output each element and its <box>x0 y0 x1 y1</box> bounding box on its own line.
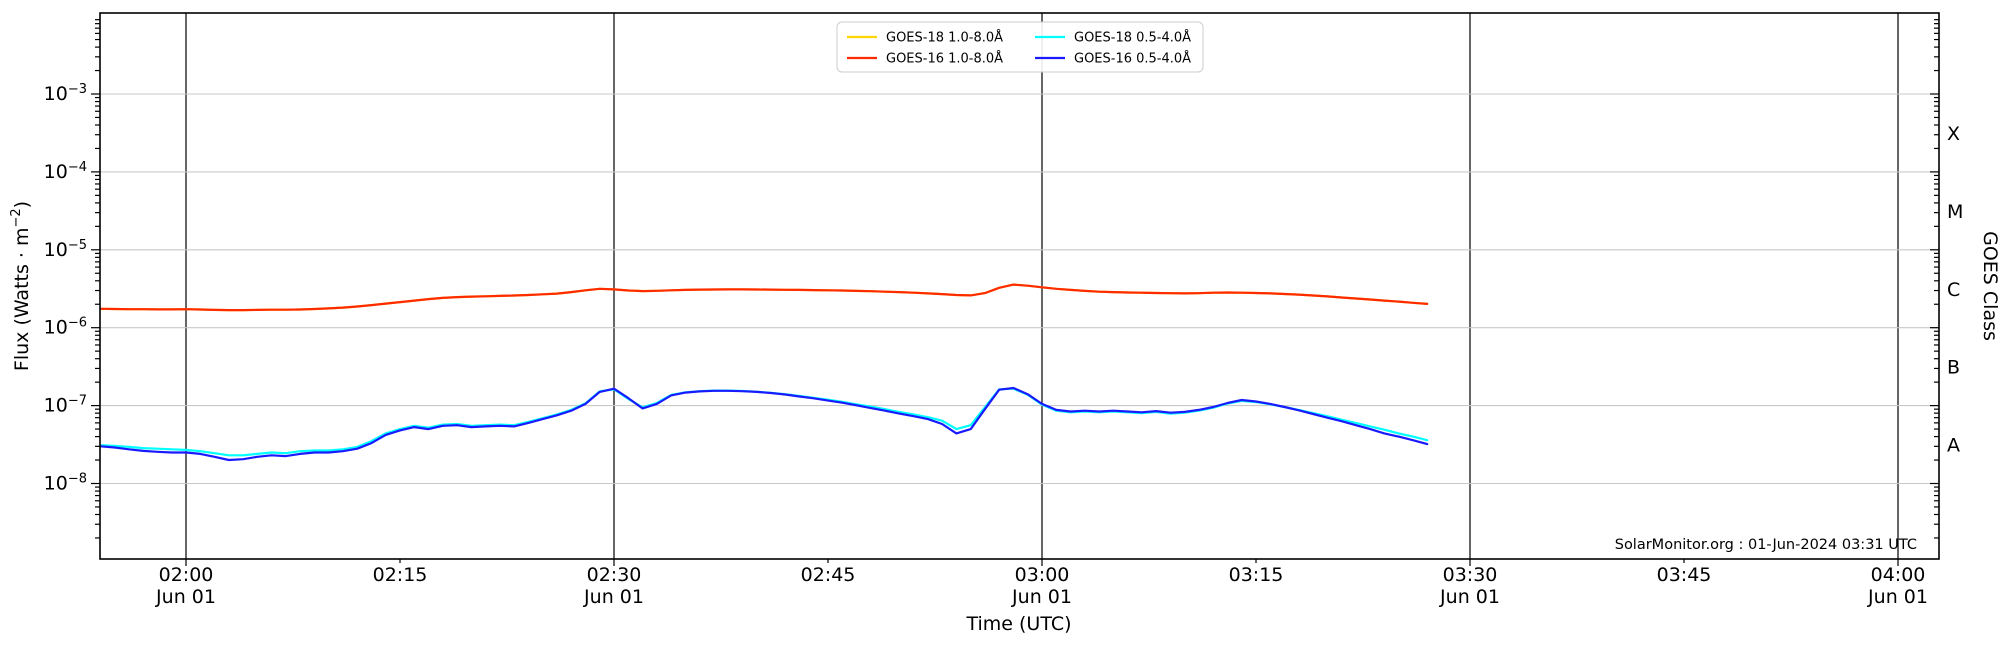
gridlines <box>100 13 1939 559</box>
goes-class-letter-X: X <box>1947 123 1960 145</box>
goes-class-letter-A: A <box>1947 435 1960 457</box>
x-tick-label: 02:00 <box>159 564 214 586</box>
x-tick-label: 02:30 <box>587 564 642 586</box>
goes-class-letter-B: B <box>1947 357 1960 379</box>
y-tick-label: 10−6 <box>44 316 87 339</box>
x-tick-sublabel: Jun 01 <box>1011 586 1072 608</box>
legend-item-label: GOES-18 1.0-8.0Å <box>886 30 1003 46</box>
y-tick-label: 10−5 <box>44 238 87 261</box>
legend-item-label: GOES-16 0.5-4.0Å <box>1074 51 1191 67</box>
series-goes-18-1-0-8-0- <box>99 283 1429 312</box>
series-goes-16-0-5-4-0- <box>99 386 1429 462</box>
x-tick-label: 02:45 <box>801 564 856 586</box>
x-tick-label: 04:00 <box>1871 564 1926 586</box>
x-tick-label: 03:15 <box>1229 564 1284 586</box>
legend-item-label: GOES-16 1.0-8.0Å <box>886 51 1003 67</box>
legend-item-label: GOES-18 0.5-4.0Å <box>1074 30 1191 46</box>
y-tick-label: 10−4 <box>44 160 87 183</box>
x-tick-sublabel: Jun 01 <box>1439 586 1500 608</box>
y-tick-label: 10−8 <box>44 472 87 495</box>
x-tick-label: 03:30 <box>1443 564 1498 586</box>
legend: GOES-18 1.0-8.0Å GOES-16 1.0-8.0Å GOES-18 … <box>836 21 1204 73</box>
series-goes-18-0-5-4-0- <box>99 387 1429 457</box>
series-goes-16-1-0-8-0- <box>99 283 1429 312</box>
x-tick-sublabel: Jun 01 <box>155 586 216 608</box>
x-tick-label: 03:00 <box>1015 564 1070 586</box>
series-lines <box>99 283 1429 462</box>
x-tick-label: 02:15 <box>373 564 428 586</box>
right-axis-label: GOES Class <box>1979 231 2000 341</box>
legend-box <box>836 21 1204 73</box>
y-tick-label: 10−3 <box>44 82 87 105</box>
x-tick-label: 03:45 <box>1657 564 1712 586</box>
x-tick-sublabel: Jun 01 <box>583 586 644 608</box>
y-axis-label: Flux (Watts · m−2) <box>9 201 33 371</box>
y-tick-label: 10−7 <box>44 394 87 417</box>
watermark-text: SolarMonitor.org : 01-Jun-2024 03:31 UTC <box>1615 537 1917 553</box>
x-axis-label: Time (UTC) <box>965 613 1071 635</box>
goes-class-letter-M: M <box>1947 201 1963 223</box>
goes-class-letter-C: C <box>1947 279 1960 301</box>
plot-border <box>99 12 1940 560</box>
x-tick-sublabel: Jun 01 <box>1867 586 1928 608</box>
